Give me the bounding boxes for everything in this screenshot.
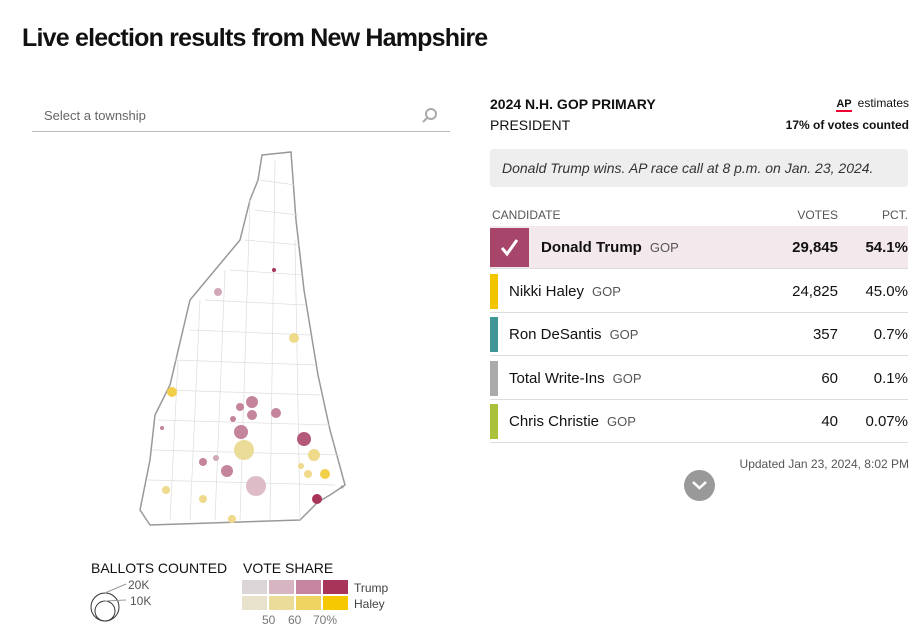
page-title: Live election results from New Hampshire (22, 24, 488, 52)
candidate-cell: Total Write-Ins GOP (509, 370, 642, 387)
candidate-party: GOP (649, 240, 679, 255)
source-logo: AP (836, 98, 852, 112)
candidate-row: Donald Trump GOP 29,845 54.1% (490, 226, 908, 269)
candidate-party: GOP (612, 370, 642, 386)
candidate-party: GOP (592, 283, 621, 299)
candidate-name: Ron DeSantis (509, 326, 602, 343)
race-office: PRESIDENT (490, 117, 571, 133)
candidate-party: GOP (609, 327, 639, 342)
candidate-row: Nikki Haley GOP 24,825 45.0% (490, 270, 908, 313)
candidate-pct: 0.7% (873, 326, 908, 343)
race-title: 2024 N.H. GOP PRIMARY (490, 96, 656, 112)
share-legend-name: Haley (354, 597, 385, 611)
candidate-row: Ron DeSantis GOP 357 0.7% (490, 313, 908, 356)
candidate-row: Total Write-Ins GOP 60 0.1% (490, 357, 908, 400)
source: AP estimates (836, 96, 909, 112)
candidate-pct: 45.0% (865, 282, 908, 300)
candidate-votes: 357 (812, 326, 838, 343)
party-bar (490, 404, 498, 439)
candidate-pct: 0.07% (865, 413, 908, 430)
share-legend (242, 580, 348, 610)
column-header: PCT. (881, 208, 908, 222)
source-note: estimates (857, 96, 909, 110)
race-call: Donald Trump wins. AP race call at 8 p.m… (490, 149, 908, 187)
party-bar (490, 360, 498, 396)
share-step: 50 (262, 613, 276, 627)
share-step: 70% (313, 613, 338, 627)
candidate-votes: 60 (821, 369, 838, 387)
candidate-row: Chris Christie GOP 40 0.07% (490, 400, 908, 443)
ballots-size-label: 10K (130, 594, 152, 608)
candidate-cell: Ron DeSantis GOP (509, 326, 638, 343)
candidate-party: GOP (607, 414, 636, 429)
candidate-votes: 40 (821, 413, 838, 430)
candidate-votes: 24,825 (792, 282, 838, 300)
candidate-name: Total Write-Ins (509, 369, 605, 387)
township-search[interactable]: Select a township (32, 100, 450, 132)
candidate-pct: 0.1% (873, 369, 908, 387)
state-outline (139, 151, 346, 526)
winner-check (500, 239, 519, 257)
candidate-cell: Donald Trump GOP (541, 239, 679, 256)
share-legend-title: VOTE SHARE (243, 560, 334, 576)
show-more-button[interactable] (684, 470, 715, 501)
ballots-legend-title: BALLOTS COUNTED (91, 560, 228, 576)
search-placeholder: Select a township (44, 108, 146, 123)
candidate-name: Donald Trump (541, 239, 642, 256)
votes-counted: 17% of votes counted (785, 118, 909, 132)
ballots-legend (90, 583, 127, 622)
share-step: 60 (288, 613, 302, 627)
search-icon (422, 108, 437, 123)
candidate-cell: Nikki Haley GOP (509, 283, 621, 300)
updated-time: Updated Jan 23, 2024, 8:02 PM (739, 457, 909, 471)
ballots-size-label: 20K (128, 578, 150, 592)
candidate-name: Chris Christie (509, 413, 600, 430)
party-bar (490, 228, 529, 267)
chevron-icon (692, 481, 707, 490)
share-legend-name: Trump (354, 581, 389, 595)
candidate-pct: 54.1% (865, 239, 908, 256)
candidate-name: Nikki Haley (509, 282, 585, 300)
candidate-votes: 29,845 (792, 239, 838, 256)
township-lines (147, 159, 341, 521)
party-bar (490, 273, 498, 309)
map (139, 151, 346, 526)
party-bar (490, 317, 498, 352)
candidate-cell: Chris Christie GOP (509, 413, 636, 430)
column-header: CANDIDATE (492, 208, 561, 222)
column-header: VOTES (797, 208, 838, 222)
town-bubbles (160, 268, 344, 523)
